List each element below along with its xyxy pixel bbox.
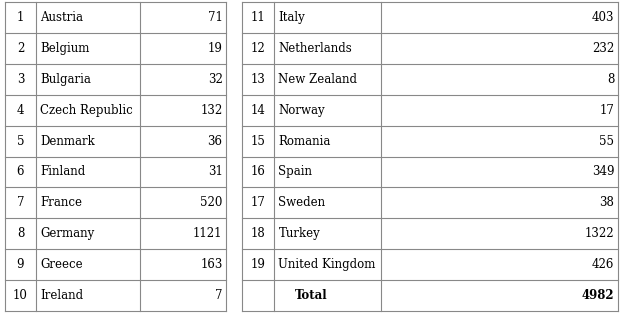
Text: Spain: Spain <box>278 166 312 178</box>
Text: 16: 16 <box>250 166 265 178</box>
Text: 32: 32 <box>208 73 223 85</box>
Text: Belgium: Belgium <box>40 42 90 54</box>
Text: 55: 55 <box>600 135 614 147</box>
Text: New Zealand: New Zealand <box>278 73 357 85</box>
Text: Germany: Germany <box>40 228 95 240</box>
Text: 18: 18 <box>250 228 265 240</box>
Text: 163: 163 <box>200 259 223 271</box>
Text: 4982: 4982 <box>582 290 614 302</box>
Text: Ireland: Ireland <box>40 290 84 302</box>
Text: 1: 1 <box>17 11 24 23</box>
Text: Norway: Norway <box>278 104 325 116</box>
Text: 14: 14 <box>250 104 265 116</box>
Text: 19: 19 <box>208 42 223 54</box>
Text: 8: 8 <box>607 73 614 85</box>
Text: 5: 5 <box>17 135 24 147</box>
Text: 10: 10 <box>13 290 28 302</box>
Text: Denmark: Denmark <box>40 135 95 147</box>
Text: 17: 17 <box>600 104 614 116</box>
Text: 7: 7 <box>215 290 223 302</box>
Text: 1322: 1322 <box>585 228 614 240</box>
Text: Austria: Austria <box>40 11 83 23</box>
Text: Czech Republic: Czech Republic <box>40 104 133 116</box>
Text: 7: 7 <box>17 197 24 209</box>
Text: 17: 17 <box>250 197 265 209</box>
Text: 1121: 1121 <box>193 228 223 240</box>
Text: 19: 19 <box>250 259 265 271</box>
Text: Bulgaria: Bulgaria <box>40 73 91 85</box>
Text: United Kingdom: United Kingdom <box>278 259 376 271</box>
Text: Finland: Finland <box>40 166 86 178</box>
Text: Romania: Romania <box>278 135 330 147</box>
Text: 3: 3 <box>17 73 24 85</box>
Text: 36: 36 <box>208 135 223 147</box>
Text: 426: 426 <box>592 259 614 271</box>
Text: 31: 31 <box>208 166 223 178</box>
Text: France: France <box>40 197 82 209</box>
Text: 232: 232 <box>592 42 614 54</box>
Text: Italy: Italy <box>278 11 305 23</box>
Text: 71: 71 <box>208 11 223 23</box>
Text: 13: 13 <box>250 73 265 85</box>
Text: 11: 11 <box>250 11 265 23</box>
Text: Greece: Greece <box>40 259 83 271</box>
Text: 520: 520 <box>200 197 223 209</box>
Text: 15: 15 <box>250 135 265 147</box>
Text: Turkey: Turkey <box>278 228 320 240</box>
Text: 38: 38 <box>600 197 614 209</box>
Text: 403: 403 <box>592 11 614 23</box>
Text: 4: 4 <box>17 104 24 116</box>
Text: 349: 349 <box>592 166 614 178</box>
Text: Netherlands: Netherlands <box>278 42 352 54</box>
Text: 9: 9 <box>17 259 24 271</box>
Text: 12: 12 <box>250 42 265 54</box>
Text: Total: Total <box>295 290 328 302</box>
Text: 2: 2 <box>17 42 24 54</box>
Text: 132: 132 <box>200 104 223 116</box>
Text: 8: 8 <box>17 228 24 240</box>
Text: Sweden: Sweden <box>278 197 326 209</box>
Text: 6: 6 <box>17 166 24 178</box>
